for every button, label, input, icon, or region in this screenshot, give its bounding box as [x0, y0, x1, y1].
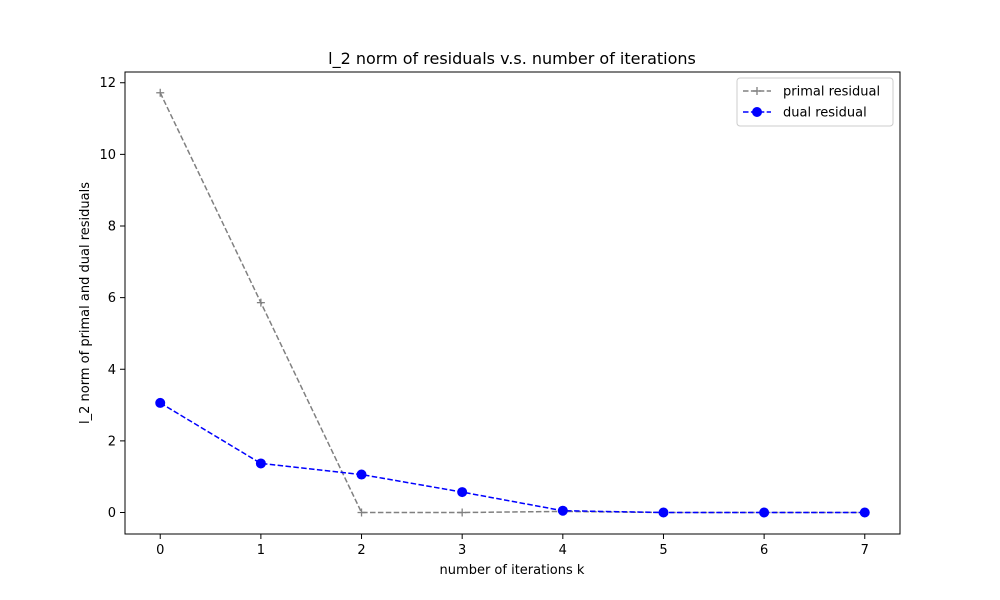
series-layer	[155, 88, 870, 518]
primal-residual-point	[458, 508, 467, 517]
y-tick-label: 6	[108, 291, 116, 306]
legend-label: dual residual	[783, 106, 867, 121]
primal-residual-line	[159, 92, 865, 514]
x-tick-label: 0	[156, 543, 164, 558]
primal-residual-point	[156, 88, 165, 97]
y-axis: 0 2 4 6 8 10 12	[99, 76, 125, 521]
y-tick-label: 2	[108, 434, 116, 449]
x-axis-label: number of iterations k	[440, 563, 585, 578]
dual-residual-point	[457, 487, 468, 498]
x-tick-label: 1	[257, 543, 265, 558]
dual-residual-line	[159, 402, 865, 514]
legend-item-dual-residual: dual residual	[743, 106, 867, 121]
dual-residual-point	[155, 397, 166, 408]
legend-item-primal-residual: primal residual	[743, 85, 880, 100]
dual-residual-point	[759, 507, 770, 518]
x-tick-label: 6	[760, 543, 768, 558]
primal-residual-point	[256, 298, 265, 307]
plot-area	[125, 72, 900, 534]
legend-label: primal residual	[783, 85, 880, 100]
y-tick-label: 0	[108, 506, 116, 521]
plot-frame	[124, 71, 901, 535]
dual-residual-point	[859, 507, 870, 518]
x-tick-label: 2	[357, 543, 365, 558]
chart-title: l_2 norm of residuals v.s. number of ite…	[328, 49, 696, 69]
y-axis-label: l_2 norm of primal and dual residuals	[78, 182, 93, 424]
x-tick-label: 7	[861, 543, 869, 558]
dual-residual-point	[557, 505, 568, 516]
legend-marker	[753, 87, 761, 95]
dual-residual-point	[658, 507, 669, 518]
dual-residual-point	[255, 458, 266, 469]
y-tick-label: 12	[99, 76, 116, 91]
y-tick-label: 8	[108, 220, 116, 235]
legend-box	[736, 77, 894, 127]
dual-residual-point	[356, 469, 367, 480]
x-tick-label: 3	[458, 543, 466, 558]
legend-marker	[752, 107, 762, 117]
y-tick-label: 10	[99, 148, 116, 163]
legend: primal residual dual residual	[736, 77, 894, 127]
x-tick-label: 5	[659, 543, 667, 558]
x-tick-label: 4	[559, 543, 567, 558]
primal-residual-point	[357, 508, 366, 517]
y-tick-label: 4	[108, 363, 116, 378]
x-axis: 0 1 2 3 4 5 6 7	[156, 534, 869, 558]
